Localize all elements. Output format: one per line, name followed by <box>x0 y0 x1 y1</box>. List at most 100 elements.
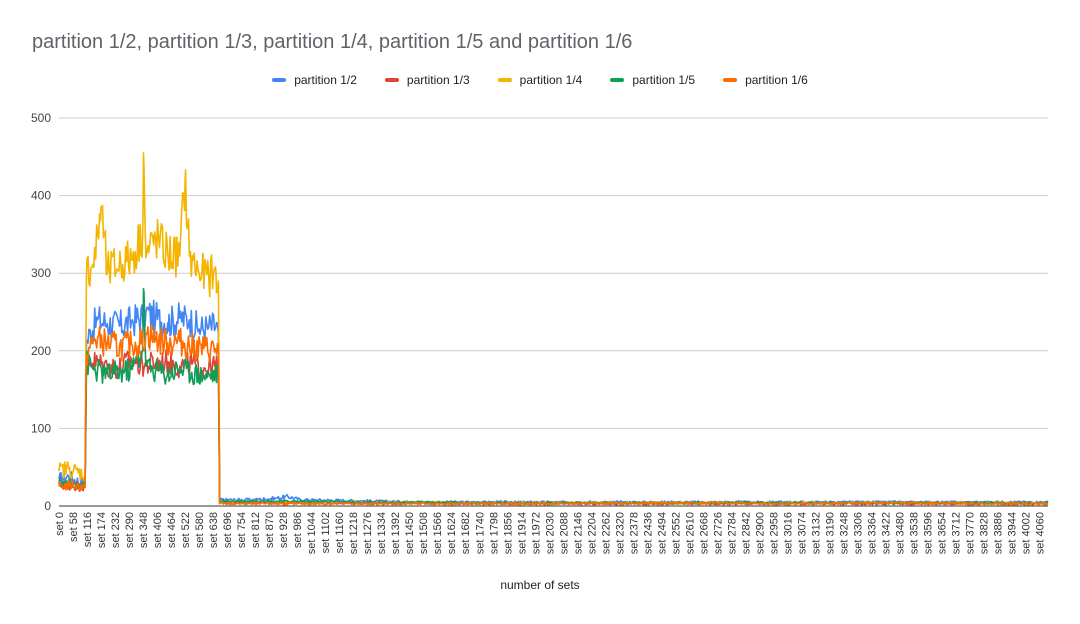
x-tick-label: set 1392 <box>390 512 402 554</box>
x-tick-label: set 3248 <box>839 512 851 554</box>
x-tick-label: set 1740 <box>474 512 486 554</box>
x-tick-label: set 2204 <box>586 512 598 554</box>
x-tick-label: set 3886 <box>993 512 1005 554</box>
legend-item: partition 1/2 <box>272 73 357 87</box>
x-tick-label: set 1160 <box>334 512 346 553</box>
x-tick-label: set 464 <box>166 512 178 548</box>
x-tick-label: set 1566 <box>432 512 444 554</box>
x-tick-label: set 870 <box>264 512 276 548</box>
x-tick-label: set 1044 <box>306 512 318 554</box>
x-tick-label: set 2900 <box>754 512 766 554</box>
x-tick-label: set 1682 <box>460 512 472 554</box>
legend-swatch <box>610 78 625 82</box>
x-tick-label: set 2378 <box>628 512 640 554</box>
x-tick-label: set 4060 <box>1035 512 1047 554</box>
x-tick-label: set 3596 <box>923 512 935 554</box>
x-tick-label: set 2552 <box>670 512 682 554</box>
x-tick-label: set 3190 <box>825 512 837 554</box>
x-tick-label: set 4002 <box>1021 512 1033 554</box>
chart-title: partition 1/2, partition 1/3, partition … <box>32 31 633 53</box>
x-tick-label: set 1856 <box>502 512 514 554</box>
legend-swatch <box>272 78 287 82</box>
x-tick-label: set 0 <box>54 512 66 536</box>
legend-label: partition 1/4 <box>519 73 583 87</box>
x-tick-label: set 232 <box>110 512 122 548</box>
x-tick-label: set 290 <box>124 512 136 548</box>
y-tick-label: 200 <box>31 344 51 358</box>
y-tick-label: 300 <box>31 266 51 280</box>
x-tick-label: set 638 <box>208 512 220 548</box>
x-tick-label: set 3306 <box>853 512 865 554</box>
x-tick-label: set 3422 <box>881 512 893 554</box>
legend-item: partition 1/4 <box>497 73 583 87</box>
x-tick-label: set 3364 <box>867 512 879 554</box>
x-tick-label: set 2958 <box>768 512 780 554</box>
y-tick-label: 0 <box>44 499 51 513</box>
legend-label: partition 1/2 <box>294 73 357 87</box>
x-tick-label: set 1276 <box>362 512 374 554</box>
y-tick-label: 100 <box>31 421 51 435</box>
x-tick-label: set 3654 <box>937 512 949 554</box>
x-tick-label: set 2784 <box>726 512 738 554</box>
x-tick-label: set 116 <box>82 512 94 547</box>
y-tick-label: 400 <box>31 189 51 203</box>
x-tick-label: set 1624 <box>446 512 458 554</box>
x-tick-label: set 1450 <box>404 512 416 554</box>
x-tick-label: set 2436 <box>642 512 654 554</box>
x-tick-label: set 3074 <box>797 512 809 554</box>
legend-item: partition 1/3 <box>384 73 470 87</box>
x-tick-label: set 696 <box>222 512 234 548</box>
x-tick-label: set 1972 <box>530 512 542 554</box>
legend-item: partition 1/5 <box>610 73 695 87</box>
legend-swatch <box>497 78 512 82</box>
x-tick-label: set 3770 <box>965 512 977 554</box>
x-tick-label: set 580 <box>194 512 206 548</box>
series-line-1 <box>58 297 1049 505</box>
x-tick-label: set 3480 <box>895 512 907 554</box>
x-tick-label: set 986 <box>292 512 304 548</box>
x-tick-label: set 2146 <box>572 512 584 554</box>
x-tick-label: set 3538 <box>909 512 921 554</box>
legend-label: partition 1/6 <box>745 73 808 87</box>
legend-item: partition 1/6 <box>723 73 808 87</box>
x-tick-label: set 2668 <box>698 512 710 554</box>
y-tick-label: 500 <box>31 111 51 125</box>
x-tick-label: set 754 <box>236 512 248 548</box>
x-tick-label: set 58 <box>68 512 80 542</box>
x-tick-label: set 3016 <box>782 512 794 554</box>
x-tick-label: set 2726 <box>712 512 724 554</box>
legend-label: partition 1/3 <box>406 73 470 87</box>
x-tick-label: set 2320 <box>614 512 626 554</box>
series-line-5 <box>58 324 1049 506</box>
legend-swatch <box>384 78 399 82</box>
x-tick-label: set 2088 <box>558 512 570 554</box>
x-tick-label: set 3944 <box>1007 512 1019 554</box>
x-tick-label: set 3828 <box>979 512 991 554</box>
x-tick-label: set 1218 <box>348 512 360 554</box>
x-tick-label: set 2610 <box>684 512 696 554</box>
x-tick-label: set 1508 <box>418 512 430 554</box>
x-tick-label: set 3132 <box>811 512 823 554</box>
x-tick-label: set 1102 <box>320 512 332 553</box>
x-tick-label: set 406 <box>152 512 164 548</box>
x-tick-label: set 2030 <box>544 512 556 554</box>
x-tick-label: set 1334 <box>376 512 388 554</box>
x-axis-title: number of sets <box>500 578 580 592</box>
x-tick-label: set 3712 <box>951 512 963 554</box>
x-tick-label: set 2494 <box>656 512 668 554</box>
x-tick-label: set 522 <box>180 512 192 548</box>
x-tick-label: set 348 <box>138 512 150 548</box>
series-line-4 <box>58 287 1049 505</box>
x-tick-label: set 2842 <box>740 512 752 554</box>
x-tick-label: set 812 <box>250 512 262 548</box>
legend-swatch <box>723 78 738 82</box>
legend: partition 1/2 partition 1/3 partition 1/4 p… <box>0 73 1080 87</box>
x-tick-label: set 1914 <box>516 512 528 554</box>
legend-label: partition 1/5 <box>632 73 696 87</box>
x-tick-label: set 2262 <box>600 512 612 554</box>
x-tick-label: set 1798 <box>488 512 500 554</box>
x-tick-label: set 174 <box>96 512 108 548</box>
x-tick-label: set 928 <box>278 512 290 548</box>
